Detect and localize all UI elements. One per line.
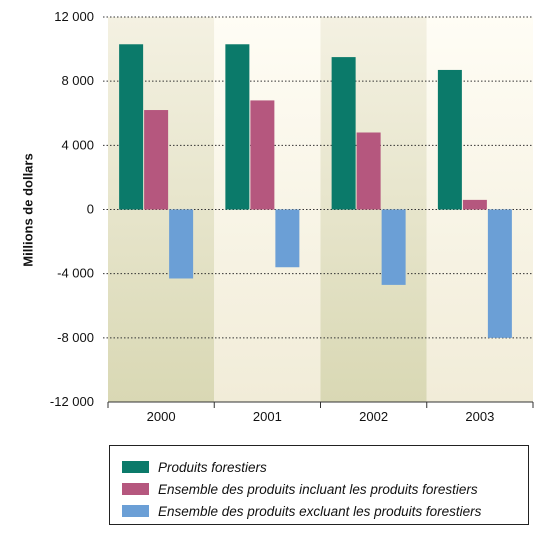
y-tick-label: 12 000 [54,9,94,24]
legend-label: Ensemble des produits incluant les produ… [158,481,478,497]
legend-label: Produits forestiers [158,459,267,475]
x-tick-label: 2002 [359,409,388,424]
bar [356,132,381,210]
x-tick-label: 2003 [465,409,494,424]
bar [119,44,144,210]
legend-label: Ensemble des produits excluant les produ… [158,503,482,519]
bar [225,44,250,210]
bar [487,209,512,338]
y-axis-ticks: 12 000 8 000 4 000 0 -4 000 -8 000 -12 000 [50,9,94,409]
bar [275,209,300,268]
y-tick-label: -8 000 [57,330,94,345]
legend: Produits forestiers Ensemble des produit… [109,445,529,525]
bar [144,110,169,210]
bar [381,209,406,285]
legend-item: Produits forestiers [122,458,267,476]
bar [462,199,487,210]
y-tick-label: 4 000 [61,137,94,152]
bars [119,44,512,338]
y-tick-label: 0 [87,202,94,217]
y-axis-title: Millions de dollars [20,153,36,267]
bar [250,100,275,210]
x-tick-label: 2000 [147,409,176,424]
legend-swatch [122,483,149,495]
x-axis: 2000 2001 2002 2003 [107,401,534,424]
legend-item: Ensemble des produits excluant les produ… [122,502,481,520]
x-tick-label: 2001 [253,409,282,424]
legend-swatch [122,505,149,517]
legend-swatch [122,461,149,473]
y-tick-label: -4 000 [57,266,94,281]
bar [331,57,356,210]
bar [169,209,194,279]
y-tick-label: -12 000 [50,394,94,409]
bar [437,69,462,210]
y-tick-label: 8 000 [61,73,94,88]
legend-item: Ensemble des produits incluant les produ… [122,480,478,498]
chart: 12 000 8 000 4 000 0 -4 000 -8 000 -12 000 200… [50,9,534,424]
